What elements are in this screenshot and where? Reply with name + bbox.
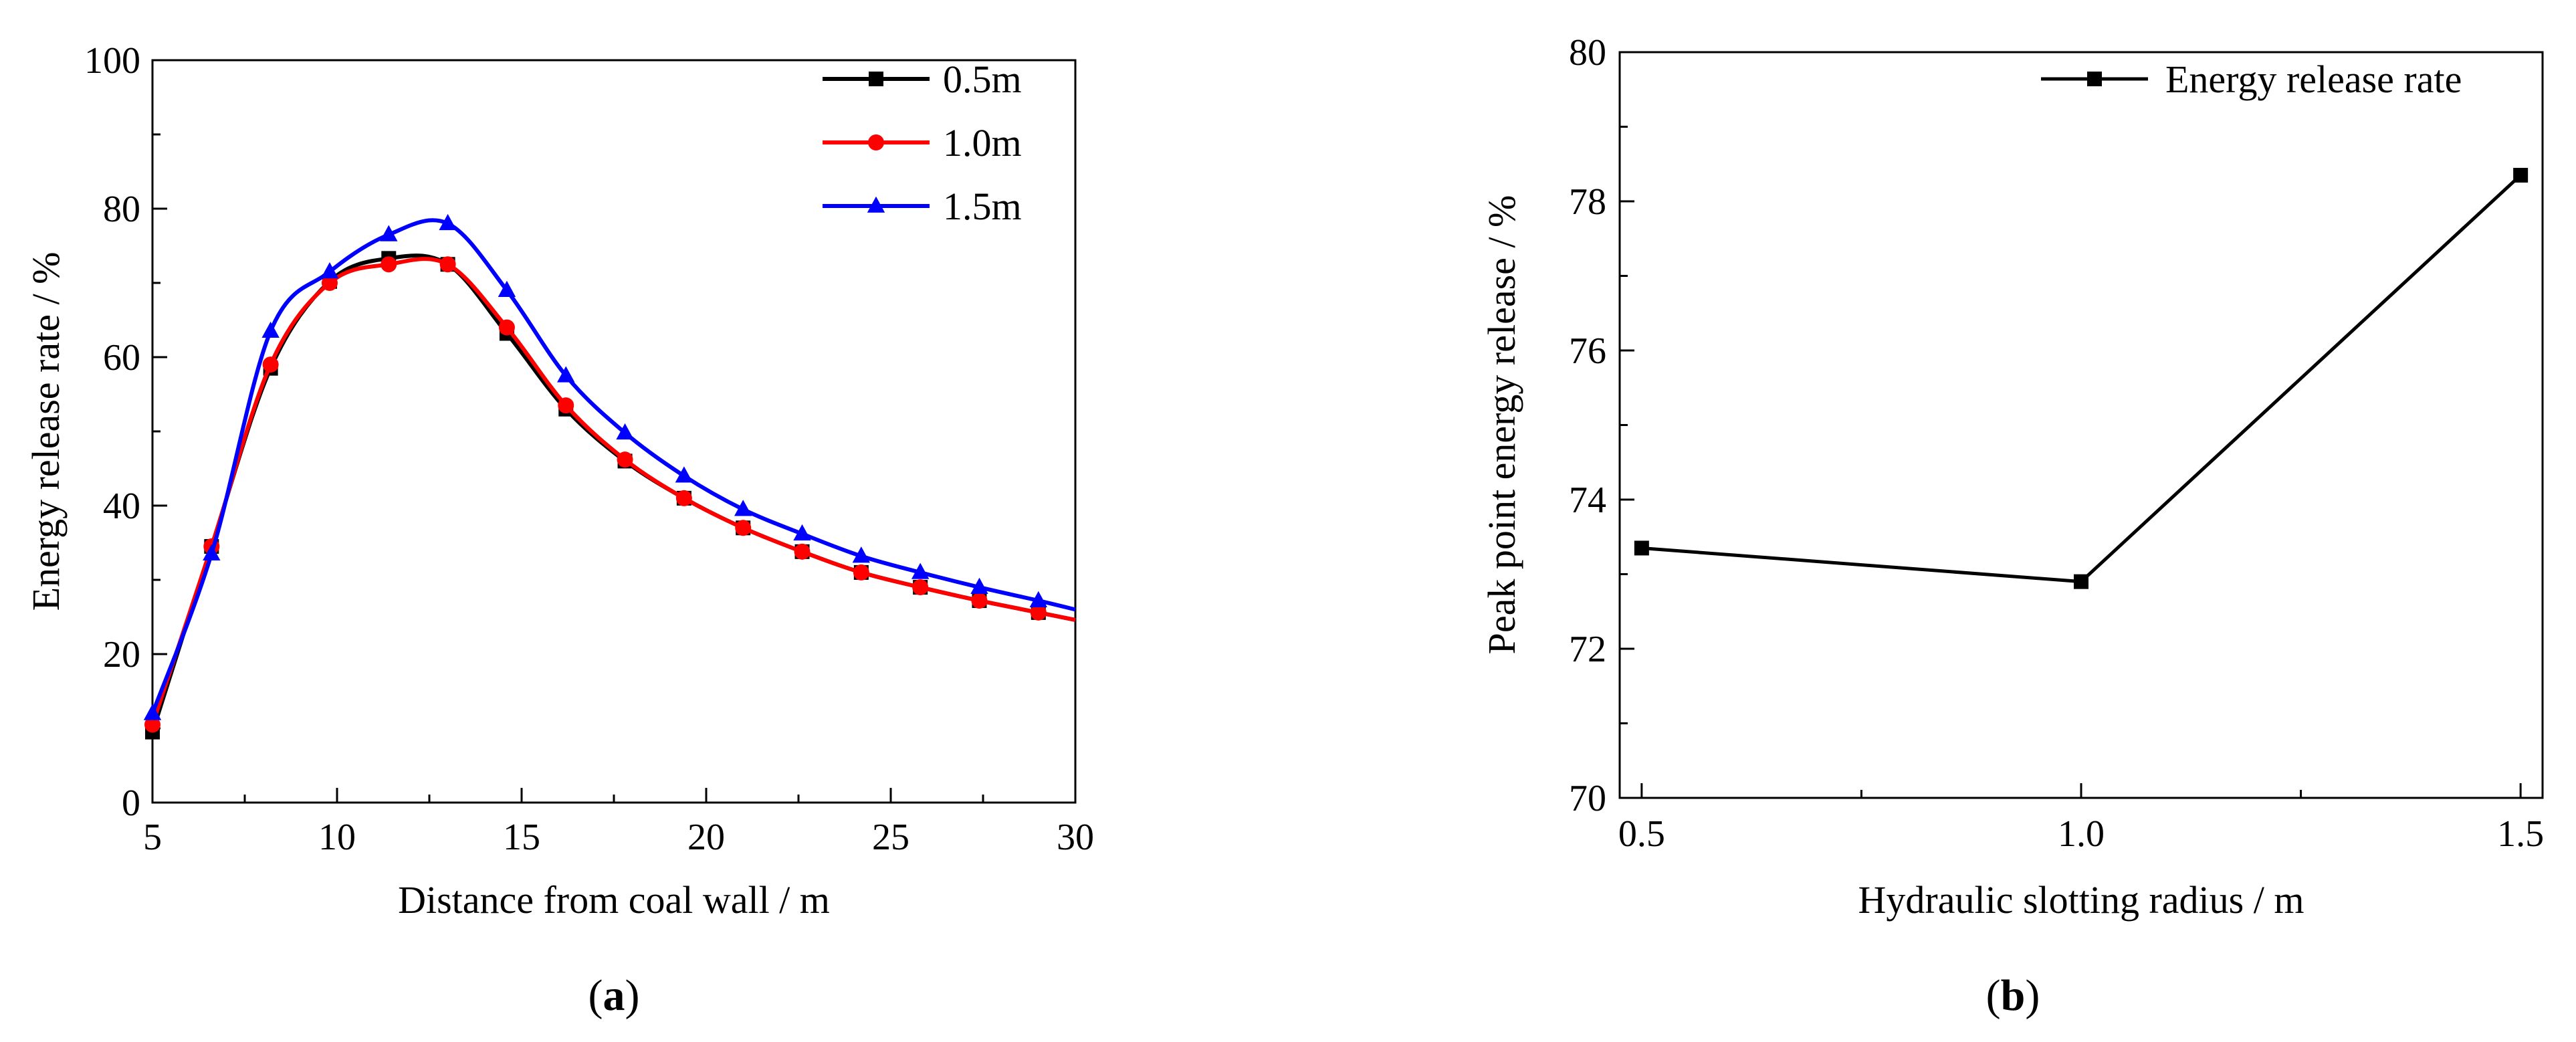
panel-b-plot-frame xyxy=(1618,51,2544,799)
y-tick-label: 72 xyxy=(1569,629,1606,670)
y-tick-label: 20 xyxy=(103,634,140,675)
panel-b-y-axis-label: Peak point energy release / % xyxy=(1480,195,1523,655)
x-tick-label: 20 xyxy=(687,817,725,858)
data-point-1.5m xyxy=(675,466,693,483)
data-point-1.0m xyxy=(794,543,811,560)
data-point-1.0m xyxy=(675,490,692,506)
panel-a-y-ticks: 0 20 40 60 80 100 xyxy=(84,40,167,824)
panel-a-plot-frame xyxy=(151,59,1077,804)
data-point xyxy=(2513,167,2529,183)
x-tick-label: 1.0 xyxy=(2058,813,2105,855)
data-point-1.5m xyxy=(793,524,811,541)
legend-marker-1.5m xyxy=(867,196,885,213)
panel-b-legend: Energy release rate xyxy=(2041,58,2462,101)
x-tick-label: 0.5 xyxy=(1618,813,1665,855)
x-tick-label: 10 xyxy=(318,817,356,858)
y-tick-label: 60 xyxy=(103,337,140,379)
panel-b-caption: (b) xyxy=(1986,971,2040,1020)
panel-a-x-ticks: 5 10 15 20 25 30 xyxy=(143,788,1094,858)
x-tick-label: 15 xyxy=(503,817,540,858)
data-point-1.0m xyxy=(144,716,160,733)
panel-b-series xyxy=(1634,167,2529,589)
legend-marker-1.0m xyxy=(868,134,884,150)
y-tick-label: 70 xyxy=(1569,778,1606,819)
legend-marker xyxy=(2087,72,2102,86)
legend-label: Energy release rate xyxy=(2165,58,2462,101)
data-point-1.0m xyxy=(1030,604,1047,621)
x-tick-label: 5 xyxy=(143,817,162,858)
data-point-1.0m xyxy=(912,579,929,596)
data-point-1.0m xyxy=(498,319,515,336)
x-tick-label: 1.5 xyxy=(2497,813,2544,855)
data-point-1.0m xyxy=(262,356,279,373)
data-point xyxy=(2074,574,2088,589)
series-line xyxy=(1641,174,2522,584)
panel-a-series xyxy=(143,213,1076,740)
panel-a-chart: 5 10 15 20 25 30 0 20 40 60 80 100 0.5m 1.0m 1.5m Di… xyxy=(24,40,1094,1020)
data-point-1.0m xyxy=(971,593,988,609)
panel-a-y-axis-label: Energy release rate / % xyxy=(24,252,68,611)
data-point-1.5m xyxy=(261,321,280,338)
panel-a-legend: 0.5m 1.0m 1.5m xyxy=(823,58,1022,228)
data-point-1.5m xyxy=(320,262,339,279)
y-tick-label: 80 xyxy=(1569,32,1606,74)
series-line-1.0m xyxy=(150,257,1076,726)
panel-a-x-axis-label: Distance from coal wall / m xyxy=(398,878,830,922)
data-point-1.5m xyxy=(380,225,398,241)
data-point-1.5m xyxy=(143,704,162,720)
data-point-1.5m xyxy=(852,546,871,563)
x-tick-label: 30 xyxy=(1057,817,1094,858)
data-point-1.5m xyxy=(203,544,221,561)
y-tick-label: 40 xyxy=(103,486,140,527)
legend-label-1.0m: 1.0m xyxy=(943,121,1022,165)
data-point-1.0m xyxy=(439,256,456,273)
x-tick-label: 25 xyxy=(872,817,909,858)
legend-label-1.5m: 1.5m xyxy=(943,185,1022,228)
panel-b-y-ticks: 70 72 74 76 78 80 xyxy=(1569,32,1634,819)
data-point-1.5m xyxy=(498,280,516,297)
data-point-1.0m xyxy=(735,520,752,536)
data-point-1.5m xyxy=(970,577,988,594)
legend-marker-0.5m xyxy=(869,72,883,86)
data-point-1.5m xyxy=(1029,591,1047,607)
data-point-1.0m xyxy=(321,275,338,291)
panel-b-x-ticks: 0.5 1.0 1.5 xyxy=(1618,783,2544,855)
data-point-1.5m xyxy=(734,500,752,516)
series-line-1.5m xyxy=(150,218,1076,714)
data-point-1.0m xyxy=(853,564,869,581)
data-point-1.0m xyxy=(617,451,633,468)
data-point-1.5m xyxy=(557,366,575,383)
y-tick-label: 74 xyxy=(1569,480,1606,521)
data-point-1.5m xyxy=(616,423,634,440)
data-point xyxy=(1634,540,1649,556)
y-tick-label: 76 xyxy=(1569,330,1606,372)
y-tick-label: 0 xyxy=(122,783,140,824)
data-point-1.0m xyxy=(381,256,397,273)
panel-b-chart: 0.5 1.0 1.5 70 72 74 76 78 80 Energy release ra… xyxy=(1480,32,2544,1020)
panel-a-caption: (a) xyxy=(588,971,640,1020)
legend-label-0.5m: 0.5m xyxy=(943,58,1022,101)
y-tick-label: 80 xyxy=(103,189,140,230)
y-tick-label: 78 xyxy=(1569,181,1606,223)
data-point-1.0m xyxy=(558,397,574,414)
y-tick-label: 100 xyxy=(84,40,140,82)
data-point-1.5m xyxy=(911,562,930,579)
panel-b-x-axis-label: Hydraulic slotting radius / m xyxy=(1858,878,2304,922)
data-point-1.5m xyxy=(439,213,457,231)
